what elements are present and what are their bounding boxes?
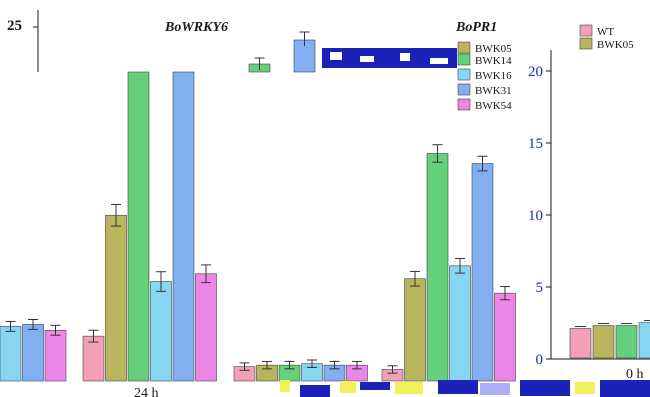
bar-bopr1-right-wt (569, 328, 592, 359)
y-tick-label: 20 (528, 64, 543, 80)
y-tick-label: 15 (528, 136, 543, 152)
bar-bowrky6-bwk31-1 (172, 71, 195, 382)
bar-bowrky6-bwk14-1 (127, 71, 150, 382)
legend-swatch-bwk14 (457, 53, 471, 66)
legend-label-bwk05: BWK05 (475, 43, 512, 55)
bar-bowrky6-bwk16-1 (150, 281, 172, 382)
bar-bopr1-bwk05-1 (404, 278, 426, 382)
bar-bowrky6-bwk54-0 (44, 329, 67, 382)
artifact-block (330, 52, 342, 60)
artifact-block (575, 382, 595, 394)
artifact-block (400, 53, 410, 61)
artifact-block (340, 381, 356, 393)
y-tick-label: 5 (536, 280, 544, 296)
legend-swatch-wt (579, 24, 593, 37)
artifact-block (360, 382, 390, 390)
bar-bopr1-right-bwk16 (638, 322, 650, 359)
bar-layer (0, 39, 650, 382)
bar-bowrky6-bwk05-1 (105, 214, 127, 382)
bar-bowrky6-bwk16-0 (0, 326, 22, 382)
y-tick-label-top-left: 25 (7, 18, 22, 34)
artifact-block (520, 380, 570, 396)
legend-label-bwk14: BWK14 (475, 55, 512, 67)
right-y-axis: 0 5 10 15 20 (528, 50, 650, 368)
artifact-block (395, 382, 423, 394)
bar-bowrky6-wt-1 (82, 335, 105, 382)
category-label-24h: 24 h (134, 386, 159, 397)
glitch-artifacts (280, 48, 650, 397)
legend-swatch-bwk16 (457, 68, 471, 81)
legend-label-wt: WT (597, 26, 614, 38)
category-label-0h: 0 h (626, 367, 644, 382)
bar-bowrky6-bwk31-0 (22, 324, 44, 382)
legend-swatch-bwk05 (579, 37, 593, 50)
chart-title-bowrky6: BoWRKY6 (164, 20, 228, 35)
legend-label-bwk54: BWK54 (475, 100, 512, 112)
artifact-block (300, 385, 330, 397)
legend-label-bwk31: BWK31 (475, 85, 512, 97)
artifact-block (360, 56, 374, 62)
y-tick-label: 0 (536, 352, 544, 368)
y-tick-label: 10 (528, 208, 543, 224)
artifact-block (322, 48, 457, 68)
artifact-block (280, 380, 290, 392)
legend-swatch-bwk05 (457, 41, 471, 54)
bar-bopr1-right-bwk05 (592, 325, 615, 359)
legend-label-bwk05: BWK05 (597, 39, 634, 51)
errorbar-layer (5, 31, 650, 374)
bar-bopr1-bwk16-1 (449, 265, 471, 382)
bar-bopr1-right-bwk14 (615, 325, 638, 359)
artifact-block (600, 380, 650, 397)
legend-swatch-bwk54 (457, 98, 471, 111)
chart-title-bopr1: BoPR1 (455, 20, 497, 35)
bar-bopr1-bwk54-1 (494, 292, 516, 382)
artifact-block (430, 58, 448, 64)
legend-label-bwk16: BWK16 (475, 70, 512, 82)
artifact-block (438, 380, 478, 394)
legend-swatch-bwk31 (457, 83, 471, 96)
left-y-axis-stub (33, 10, 39, 72)
bar-bowrky6-bwk54-1 (195, 273, 217, 382)
bar-bopr1-bwk31-1 (471, 163, 494, 382)
artifact-block (480, 383, 510, 395)
bar-bopr1-bwk14-1 (426, 153, 449, 382)
